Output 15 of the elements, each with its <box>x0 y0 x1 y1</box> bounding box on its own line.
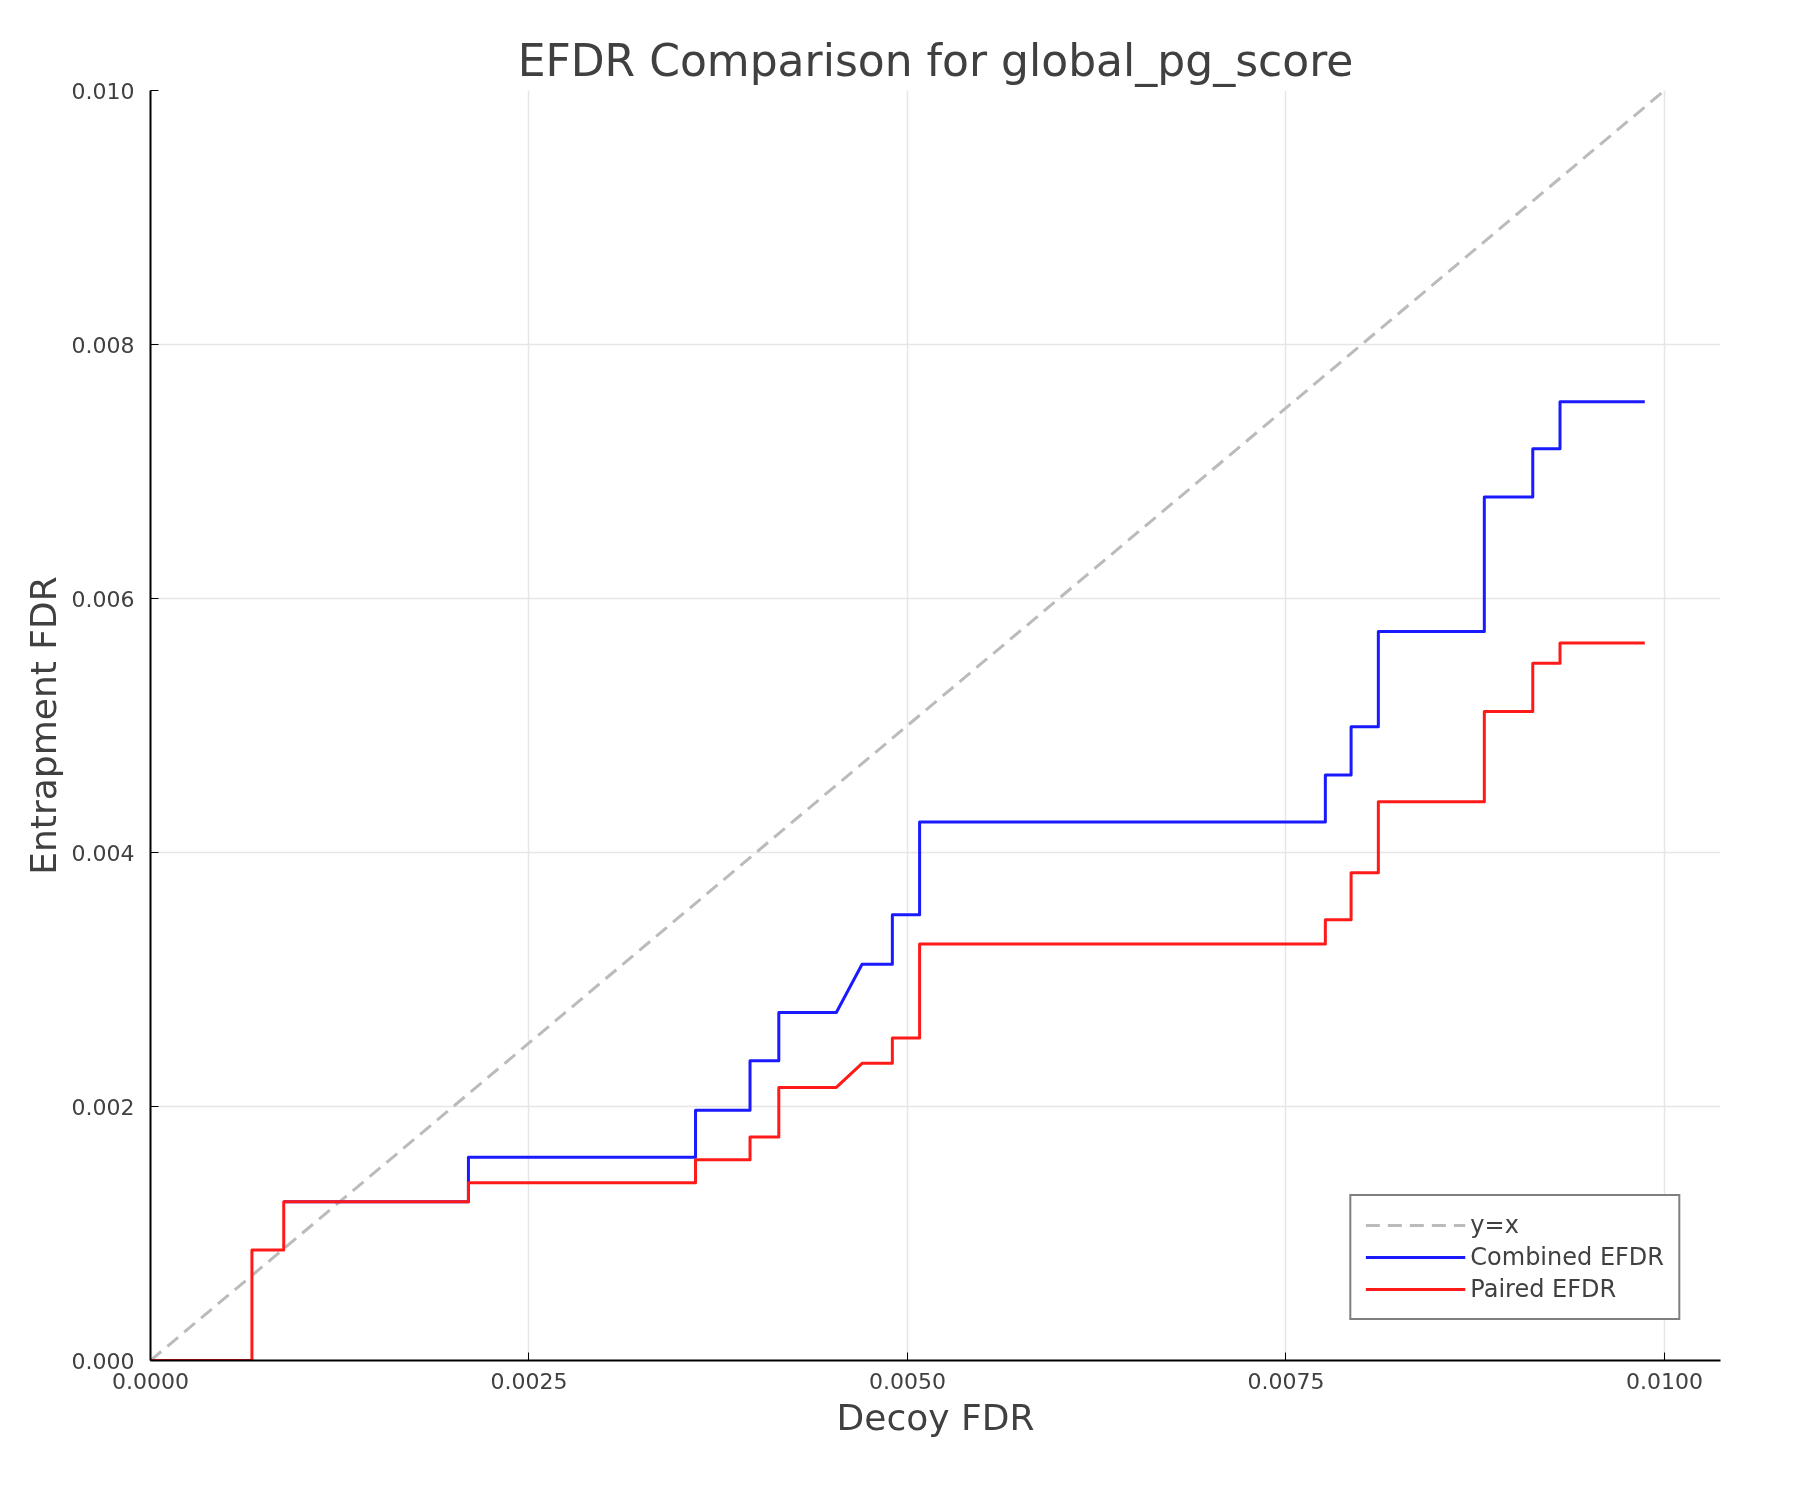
y-tick-label: 0.010 <box>71 78 135 104</box>
y-tick-label: 0.008 <box>71 332 135 358</box>
y-axis-title: Entrapment FDR <box>22 576 64 875</box>
x-tick-label: 0.0025 <box>490 1368 568 1394</box>
y-tick-label: 0.002 <box>71 1094 135 1120</box>
legend-label: Combined EFDR <box>1470 1242 1664 1272</box>
x-tick-label: 0.0050 <box>869 1368 946 1394</box>
legend-label: Paired EFDR <box>1470 1274 1617 1304</box>
legend-label: y=x <box>1470 1210 1519 1240</box>
y-tick-label: 0.006 <box>71 586 135 612</box>
chart-title: EFDR Comparison for global_pg_score <box>517 34 1354 87</box>
x-axis-title: Decoy FDR <box>836 1396 1035 1438</box>
y-tick-label: 0.004 <box>71 840 135 866</box>
x-tick-label: 0.0075 <box>1247 1368 1325 1394</box>
x-tick-label: 0.0100 <box>1625 1368 1703 1394</box>
